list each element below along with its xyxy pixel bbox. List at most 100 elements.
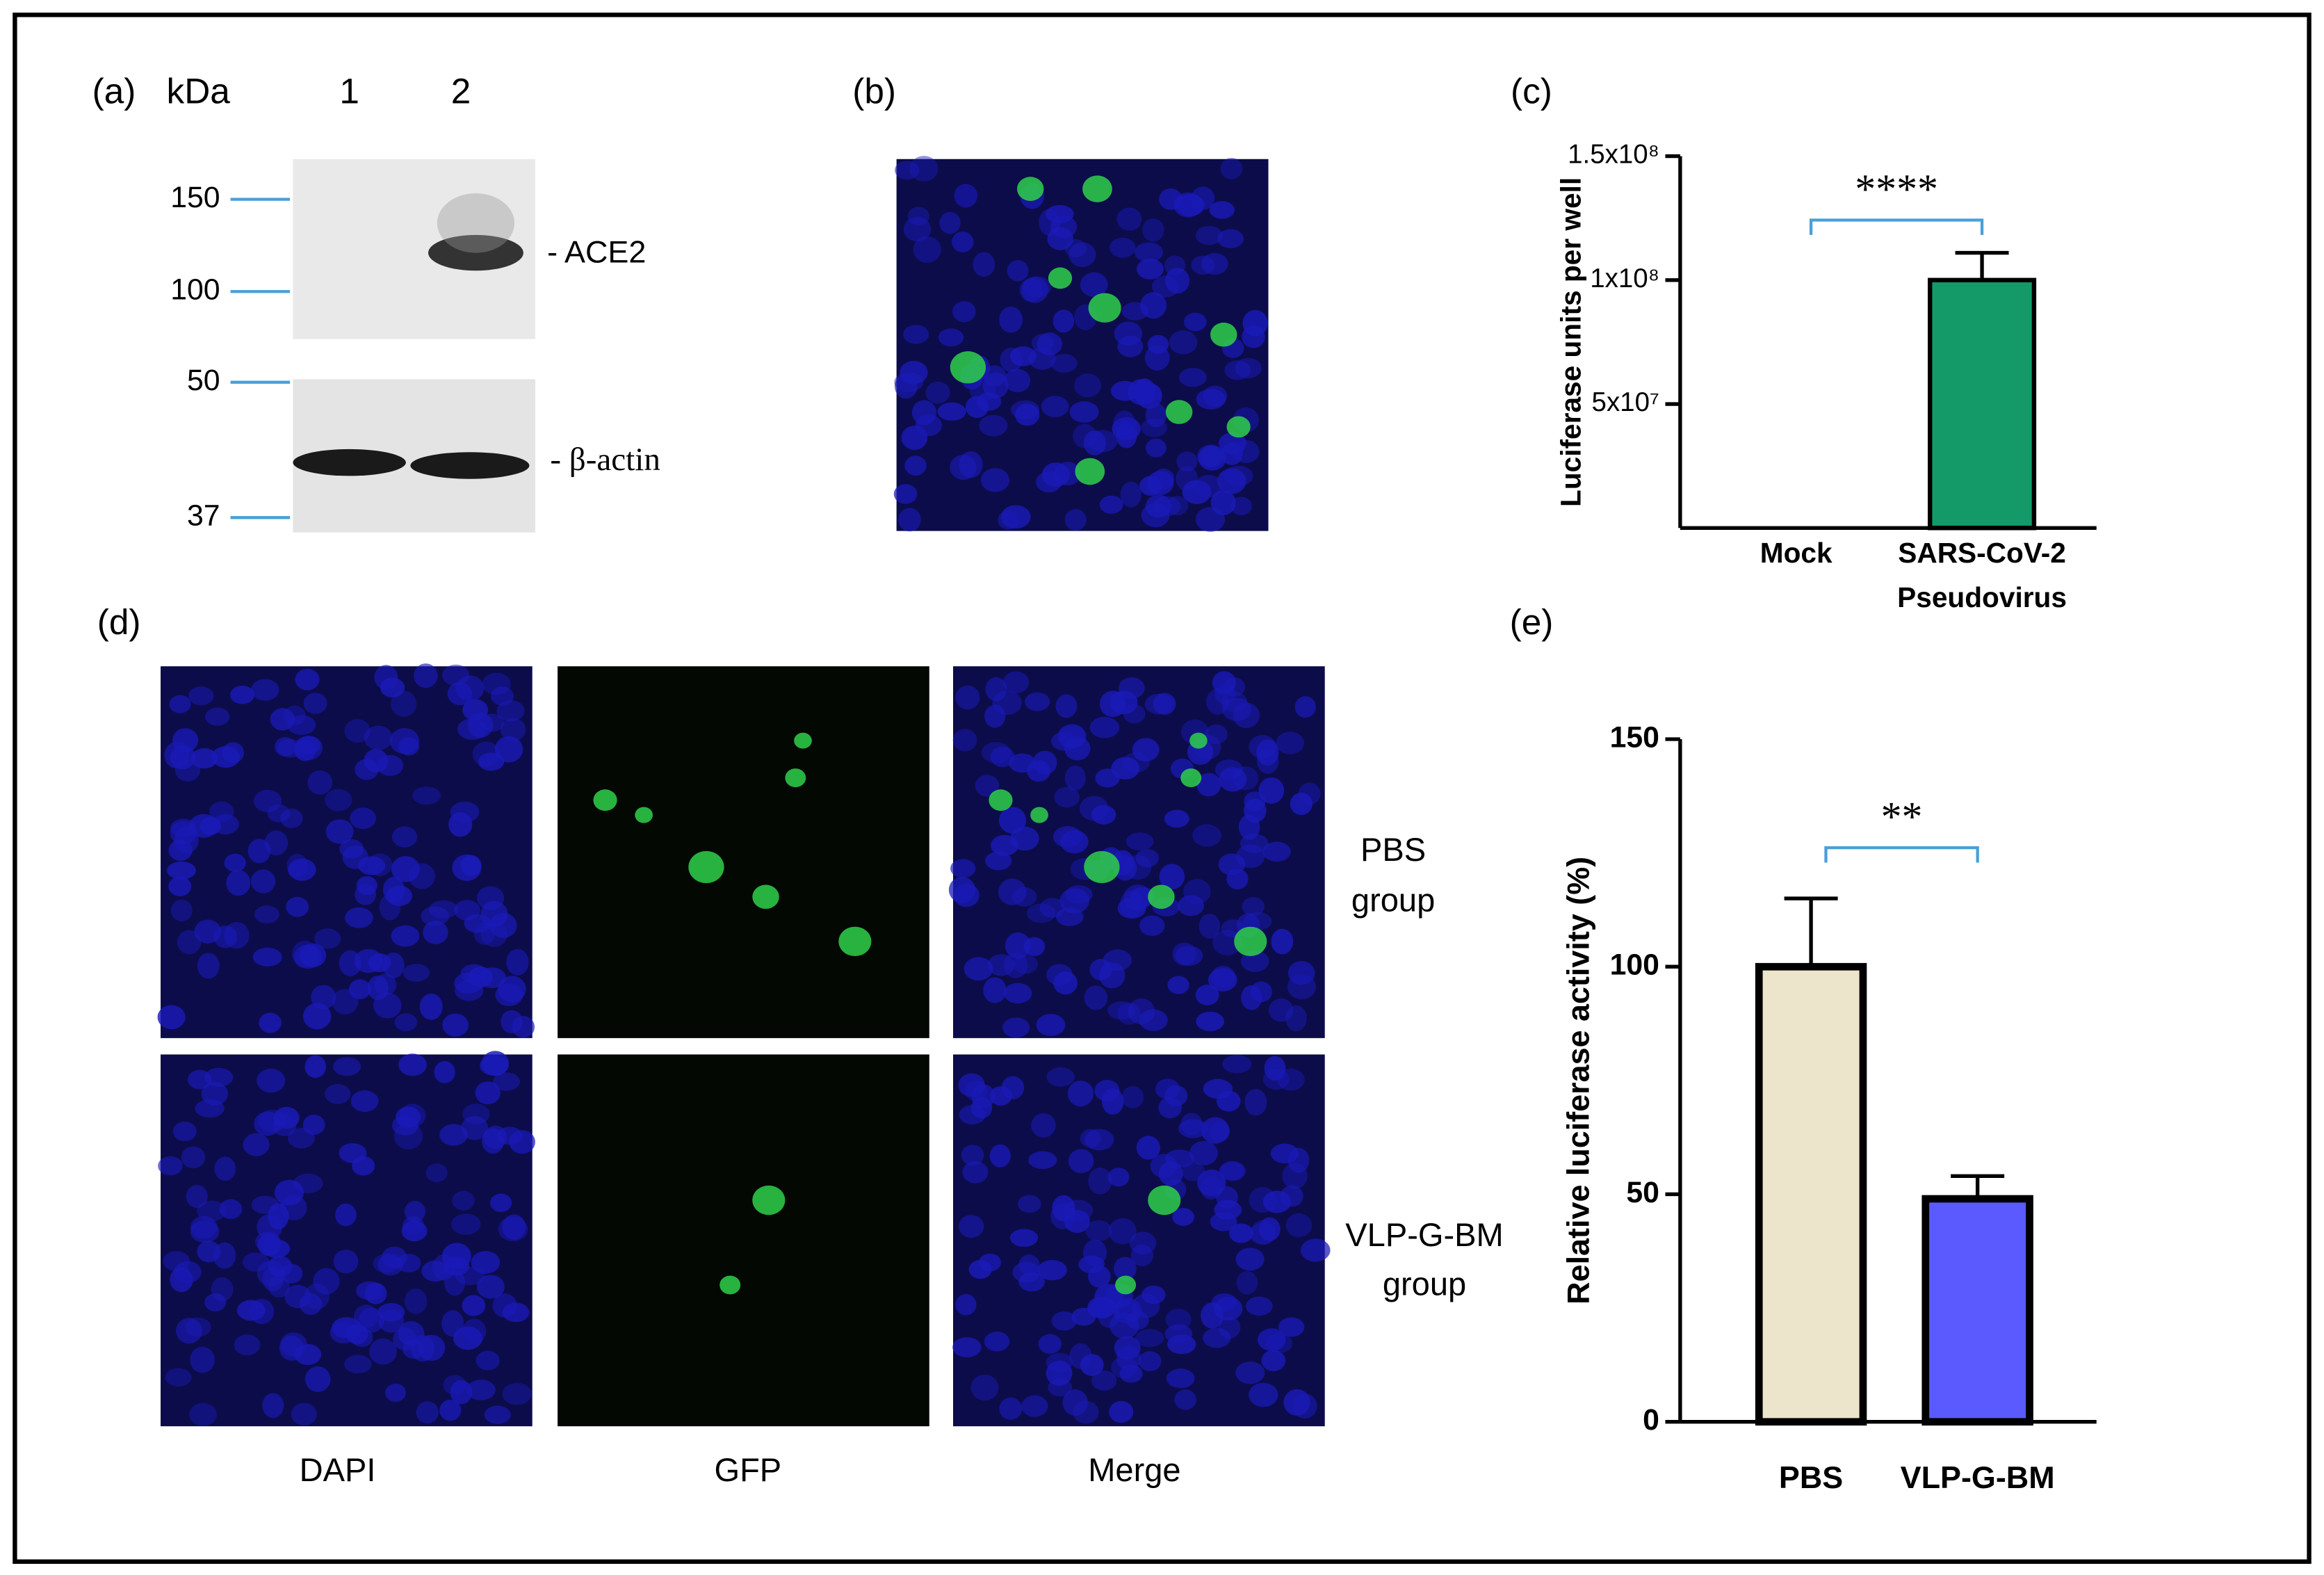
nucleus [462,1318,487,1344]
nucleus [1057,724,1087,749]
nucleus [414,663,438,688]
nucleus [421,1260,450,1282]
significance-bracket [1824,846,1979,863]
nucleus [1167,496,1189,516]
nucleus [1245,1296,1273,1316]
column-label: Merge [1088,1451,1180,1488]
bar [1755,962,1867,1426]
nucleus [181,1146,206,1169]
nucleus [443,1257,470,1276]
nucleus [1242,325,1265,348]
nucleus [1230,496,1252,516]
nucleus [1110,1312,1139,1339]
nucleus [243,1133,270,1156]
nucleus [257,1068,286,1093]
nucleus [1055,694,1078,718]
nucleus [1195,984,1219,1005]
row-label: group [1351,882,1435,919]
nucleus [1158,1097,1182,1119]
nucleus [1133,378,1156,405]
nucleus [1270,1143,1299,1164]
nucleus [984,1332,1010,1352]
nucleus [224,921,250,949]
nucleus [954,184,978,208]
nucleus [325,1083,351,1104]
nucleus [226,869,251,896]
nucleus [1145,438,1167,458]
gfp-cell [1148,1185,1181,1215]
nucleus [1021,1395,1048,1417]
blot-band [293,449,406,476]
nucleus [496,700,525,722]
nucleus [989,1144,1011,1168]
nucleus [1265,1333,1292,1354]
panel-label: (b) [852,71,896,111]
nucleus [1003,983,1032,1004]
nucleus [1153,693,1176,715]
nucleus [1228,1223,1253,1243]
nucleus [219,1199,243,1220]
nucleus [252,947,282,967]
nucleus [482,672,511,695]
nucleus [1158,1161,1183,1186]
nucleus [350,1090,379,1113]
nucleus [280,808,303,829]
nucleus [174,1261,202,1284]
nucleus [307,770,333,795]
nucleus [398,1321,425,1346]
nucleus [1024,692,1050,711]
nucleus [257,1260,286,1286]
gfp-cell [1226,416,1251,438]
nucleus [476,1350,500,1371]
nucleus [480,713,505,732]
nucleus [1250,981,1272,1003]
nucleus [955,685,980,710]
nucleus [262,1393,284,1419]
nucleus [1198,914,1221,939]
nucleus [955,1293,977,1316]
nucleus [998,878,1027,905]
nucleus [1068,1149,1094,1174]
y-axis-label: Luciferase units per well [1555,177,1587,507]
gfp-cell [989,789,1013,811]
nucleus [1111,1356,1138,1379]
nucleus [1287,974,1317,1000]
nucleus [364,725,393,750]
gfp-cell [688,850,724,884]
y-tick-label: 5x10⁷ [1592,387,1659,417]
nucleus [369,1338,397,1365]
nucleus [257,1110,287,1132]
nucleus [205,707,230,726]
nucleus [394,1013,418,1032]
nucleus [158,1156,183,1176]
nucleus [1053,309,1075,333]
nucleus [1196,1011,1225,1031]
nucleus [325,789,352,811]
nucleus [1218,1316,1241,1339]
nucleus [1159,188,1183,210]
nucleus [189,1403,217,1426]
gfp-cell [1148,885,1175,910]
nucleus [444,1269,466,1296]
gfp-cell [794,732,812,749]
nucleus [253,789,282,813]
nucleus [356,875,377,896]
nucleus [157,1005,186,1030]
nucleus [1219,767,1247,792]
nucleus [1047,227,1074,250]
nucleus [1074,373,1101,398]
bar [1921,1195,2033,1426]
nucleus [190,1215,218,1239]
nucleus [197,953,220,979]
nucleus [1134,242,1164,263]
nucleus [961,1145,984,1165]
x-tick-label: Mock [1760,537,1833,569]
nucleus [396,1254,421,1273]
nucleus [398,1053,427,1076]
nucleus [286,896,309,917]
nucleus [344,719,371,743]
nucleus [1219,1161,1246,1181]
nucleus [1026,903,1056,923]
nucleus [1126,832,1154,850]
nucleus [391,856,420,882]
